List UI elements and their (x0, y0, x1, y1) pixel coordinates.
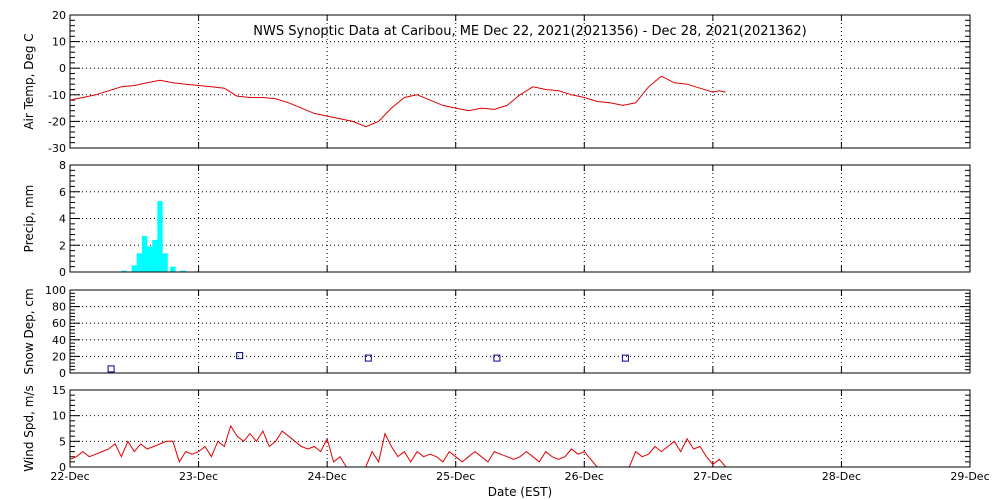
precip-frame (69, 164, 971, 273)
precip-bar (152, 239, 158, 272)
precip-bar (170, 266, 176, 272)
precip-bar (141, 235, 148, 272)
x-tick-label: 25-Dec (436, 470, 475, 483)
snow-depth-point (364, 354, 372, 362)
precip-bar (147, 246, 153, 272)
precip-bar (136, 253, 143, 272)
x-axis-label: Date (EST) (488, 485, 552, 499)
air-temp-ytick-label: -10 (48, 89, 66, 102)
snow-depth-point (493, 354, 501, 362)
precip-bar (162, 253, 168, 272)
air-temp-ytick-label: 0 (59, 62, 66, 75)
wind-speed-ylabel: Wind Spd, m/s (22, 385, 36, 471)
air-temp-ytick-label: 20 (52, 9, 66, 22)
snow-depth-ytick-label: 40 (52, 334, 66, 347)
x-tick-label: 28-Dec (822, 470, 861, 483)
air-temp-ytick-label: -20 (48, 115, 66, 128)
precip-panel: 0 2 4 6 8 Precip, mm (22, 159, 971, 279)
precip-ytick-label: 8 (59, 159, 66, 172)
precip-bar (131, 265, 137, 272)
air-temp-ytick-label: -30 (48, 142, 66, 155)
snow-depth-point (621, 354, 629, 362)
wind-speed-ytick-label: 5 (59, 435, 66, 448)
x-tick-label: 27-Dec (693, 470, 732, 483)
snow-depth-ytick-label: 60 (52, 317, 66, 330)
x-tick-labels: 22-Dec 23-Dec 24-Dec 25-Dec 26-Dec 27-Dec 28-D… (50, 470, 989, 483)
precip-ytick-label: 4 (59, 213, 66, 226)
snow-depth-ytick-label: 80 (52, 301, 66, 314)
x-tick-label: 29-Dec (950, 470, 989, 483)
air-temp-ytick-label: 10 (52, 36, 66, 49)
snow-depth-point (236, 352, 244, 360)
wind-speed-ytick-label: 10 (52, 410, 66, 423)
precip-ytick-label: 6 (59, 186, 66, 199)
air-temp-series-line (69, 75, 726, 128)
wind-speed-ytick-label: 15 (52, 384, 66, 397)
chart-panels: -30 -20 -10 0 10 20 Air Temp, Deg C 0 2 4 6 8 Precip… (22, 9, 971, 474)
wind-speed-panel: 0 5 10 15 Wind Spd, m/s (22, 384, 971, 474)
precip-bar (180, 270, 186, 272)
x-tick-label: 22-Dec (50, 470, 89, 483)
precip-bar (121, 270, 127, 272)
snow-depth-frame (69, 289, 971, 374)
precip-ytick-label: 0 (59, 266, 66, 279)
snow-depth-ytick-label: 20 (52, 350, 66, 363)
air-temp-ylabel: Air Temp, Deg C (22, 33, 36, 129)
x-tick-label: 23-Dec (179, 470, 218, 483)
precip-ytick-label: 2 (59, 239, 66, 252)
x-tick-label: 24-Dec (308, 470, 347, 483)
snow-depth-ylabel: Snow Dep, cm (22, 288, 36, 374)
wind-speed-ytick-label: 0 (59, 461, 66, 474)
snow-depth-panel: 0 20 40 60 80 100 Snow Dep, cm (22, 284, 971, 380)
chart-title: NWS Synoptic Data at Caribou, ME Dec 22,… (253, 24, 806, 39)
air-temp-frame (69, 14, 971, 149)
air-temp-panel: -30 -20 -10 0 10 20 Air Temp, Deg C (22, 9, 971, 155)
wind-speed-series-line (69, 424, 727, 468)
snow-depth-ytick-label: 100 (45, 284, 66, 297)
precip-ylabel: Precip, mm (22, 185, 36, 253)
snow-depth-point (107, 365, 115, 373)
precip-bar (157, 201, 163, 272)
snow-depth-ytick-label: 0 (59, 367, 66, 380)
wind-speed-frame (69, 389, 971, 468)
x-tick-label: 26-Dec (565, 470, 604, 483)
